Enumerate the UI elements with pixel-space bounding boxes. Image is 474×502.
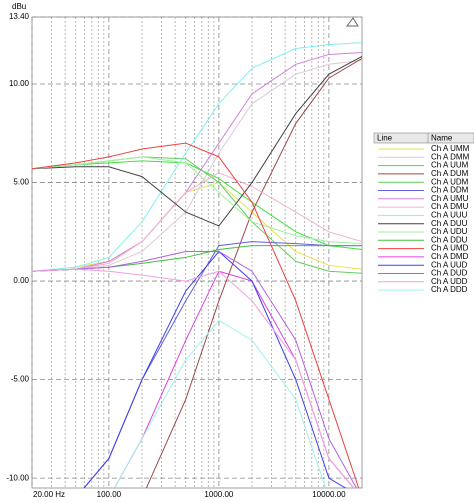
y-tick-label: -10.00 [6, 473, 29, 482]
series-line [32, 142, 360, 488]
series-line [32, 268, 355, 488]
legend-label: Ch A UUU [431, 211, 468, 220]
legend-label: Ch A UDM [431, 177, 469, 186]
legend-label: Ch A UUM [431, 161, 469, 170]
legend-label: Ch A DUM [431, 169, 469, 178]
series-line [32, 51, 362, 272]
series-line [32, 55, 362, 227]
y-axis-label: dBu [12, 2, 26, 11]
legend-label: Ch A UDD [431, 277, 468, 286]
legend-label: Ch A DUD [431, 269, 468, 278]
series-line [32, 156, 362, 245]
series-line [113, 319, 327, 488]
legend-label: Ch A DDM [431, 186, 469, 195]
x-tick-label: 1000.00 [204, 490, 233, 499]
series-line [32, 172, 362, 272]
series-line [145, 57, 362, 488]
series-line [32, 251, 358, 488]
y-tick-label: 5.00 [13, 178, 29, 187]
y-tick-label: 0.00 [13, 276, 29, 285]
y-tick-label: -5.00 [11, 375, 30, 384]
legend-label: Ch A DDD [431, 285, 468, 294]
plot-lines [32, 42, 362, 488]
legend-label: Ch A DMU [431, 202, 469, 211]
x-tick-label: 100.00 [97, 490, 122, 499]
series-line [32, 181, 362, 272]
legend-label: Ch A UMU [431, 194, 469, 203]
marker-icon [346, 17, 359, 27]
legend-label: Ch A UUD [431, 260, 468, 269]
legend-label: Ch A UMM [431, 144, 470, 153]
legend-label: Ch A DUU [431, 219, 468, 228]
legend-column-header: Line [377, 134, 393, 143]
y-tick-label: 10.00 [9, 79, 30, 88]
series-line [32, 42, 362, 272]
legend-label: Ch A UMD [431, 244, 469, 253]
series-line [83, 250, 347, 488]
y-tick-label: 13.40 [9, 12, 30, 21]
legend-label: Ch A DMD [431, 252, 469, 261]
legend-header [373, 132, 474, 144]
plot-frame [31, 16, 363, 489]
legend-label: Ch A UDU [431, 227, 468, 236]
x-tick-label: 10000.00 [312, 490, 346, 499]
legend-column-header: Name [431, 134, 453, 143]
legend-label: Ch A DMM [431, 152, 470, 161]
legend-label: Ch A DDU [431, 235, 468, 244]
x-tick-label: 20.00 Hz [33, 490, 65, 499]
